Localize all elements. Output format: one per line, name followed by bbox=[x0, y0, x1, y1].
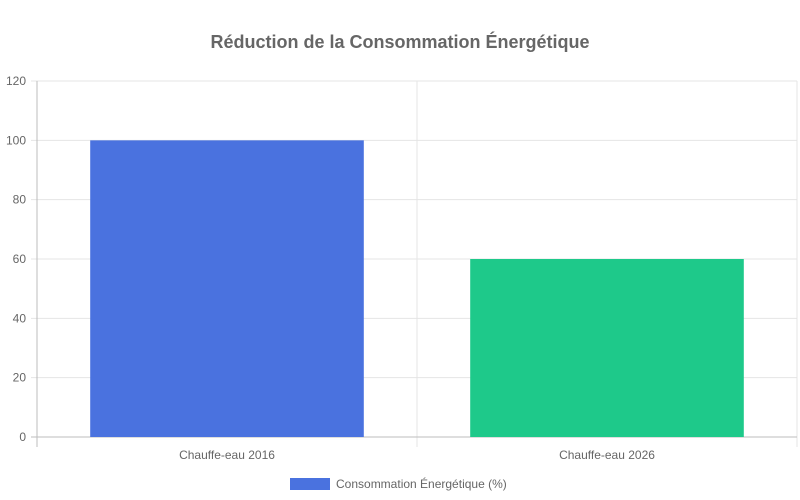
x-tick-labels: Chauffe-eau 2016 Chauffe-eau 2026 bbox=[179, 448, 655, 462]
bar[interactable] bbox=[90, 140, 364, 438]
y-tick-label: 20 bbox=[13, 371, 27, 385]
y-tick-label: 0 bbox=[19, 430, 26, 444]
y-tick-labels: 0 20 40 60 80 100 120 bbox=[6, 74, 26, 444]
legend-swatch bbox=[290, 478, 330, 490]
legend[interactable]: Consommation Énergétique (%) bbox=[290, 476, 507, 491]
chart-title: Réduction de la Consommation Énergétique bbox=[210, 31, 589, 52]
x-tick-label: Chauffe-eau 2016 bbox=[179, 448, 275, 462]
y-tick-label: 100 bbox=[6, 133, 26, 147]
legend-label: Consommation Énergétique (%) bbox=[336, 476, 507, 491]
y-tick-label: 60 bbox=[13, 252, 27, 266]
y-tick-label: 40 bbox=[13, 311, 27, 325]
bars bbox=[90, 140, 744, 438]
y-tick-label: 120 bbox=[6, 74, 26, 88]
x-tick-label: Chauffe-eau 2026 bbox=[559, 448, 655, 462]
y-tick-label: 80 bbox=[13, 193, 27, 207]
bar[interactable] bbox=[470, 259, 744, 437]
